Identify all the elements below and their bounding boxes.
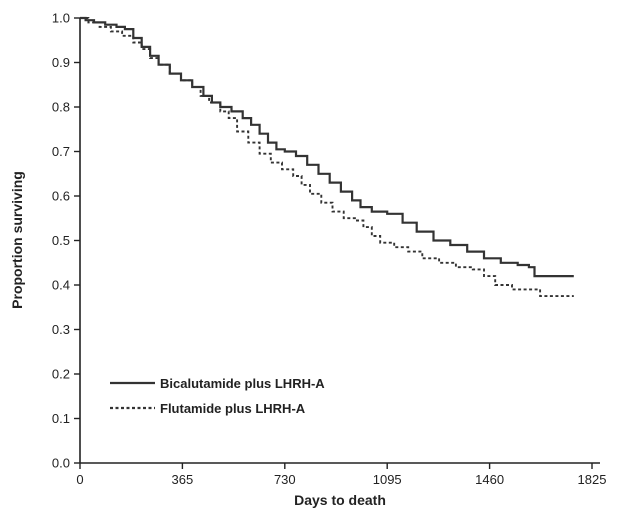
x-tick-label: 730 [274,472,296,487]
x-tick-label: 365 [172,472,194,487]
series-line-flutamide [80,17,574,298]
y-tick-label: 0.9 [52,55,70,70]
legend-label-bicalutamide: Bicalutamide plus LHRH-A [160,376,325,391]
x-tick-label: 1095 [373,472,402,487]
y-tick-label: 0.0 [52,456,70,471]
y-tick-label: 0.8 [52,100,70,115]
x-axis-title: Days to death [294,492,386,508]
y-tick-label: 0.4 [52,278,70,293]
axes [79,18,600,464]
legend-label-flutamide: Flutamide plus LHRH-A [160,401,306,416]
x-tick-label: 1460 [475,472,504,487]
y-ticks: 0.0 0.1 0.2 0.3 0.4 0.5 0.6 0.7 0.8 0.9 1.0 [52,11,80,471]
y-tick-label: 0.2 [52,367,70,382]
y-tick-label: 0.1 [52,411,70,426]
y-tick-label: 0.6 [52,189,70,204]
x-tick-label: 0 [76,472,83,487]
x-tick-label: 1825 [578,472,607,487]
y-tick-label: 0.3 [52,322,70,337]
y-tick-label: 0.7 [52,144,70,159]
series-line-bicalutamide [80,16,574,278]
legend: Bicalutamide plus LHRH-A Flutamide plus … [110,376,325,416]
y-axis-title: Proportion surviving [9,171,25,309]
series-layer [80,16,574,298]
y-tick-label: 0.5 [52,233,70,248]
y-tick-label: 1.0 [52,11,70,26]
x-ticks: 0 365 730 1095 1460 1825 [76,463,606,487]
